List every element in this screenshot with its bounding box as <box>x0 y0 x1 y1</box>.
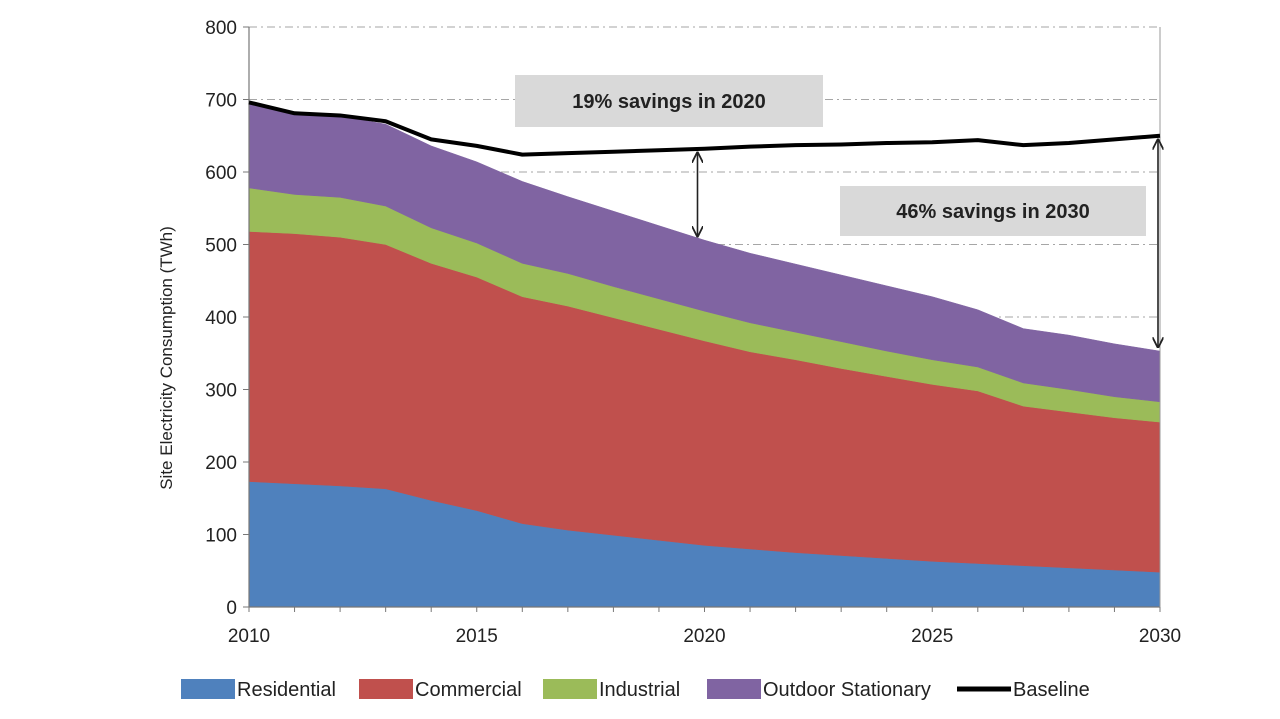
legend-label-industrial: Industrial <box>599 679 680 701</box>
legend: Residential Commercial Industrial Outdoor S… <box>181 679 1090 701</box>
y-tick-label-0: 0 <box>226 598 237 619</box>
x-tick-label-2025: 2025 <box>911 626 953 647</box>
x-tick-label-2020: 2020 <box>683 626 725 647</box>
y-tick-label-600: 600 <box>205 163 237 184</box>
annotation-box-2020 <box>515 75 823 127</box>
area-series <box>248 104 1161 608</box>
annotation-text-2020: 19% savings in 2020 <box>572 91 765 113</box>
annotation-text-2030: 46% savings in 2030 <box>896 201 1089 223</box>
y-tick-label-700: 700 <box>205 91 237 112</box>
annotations: 19% savings in 2020 46% savings in 2030 <box>515 75 1158 347</box>
x-tick-label-2030: 2030 <box>1139 626 1181 647</box>
legend-swatch-industrial <box>543 679 597 699</box>
legend-label-residential: Residential <box>237 679 336 701</box>
legend-swatch-outdoor-stationary <box>707 679 761 699</box>
annotation-box-2030 <box>840 186 1146 236</box>
y-axis-ticks: 0 100 200 300 400 500 600 700 800 <box>205 18 249 619</box>
legend-swatch-residential <box>181 679 235 699</box>
legend-swatch-commercial <box>359 679 413 699</box>
baseline-series <box>248 100 1161 157</box>
y-tick-label-800: 800 <box>205 18 237 39</box>
y-tick-label-200: 200 <box>205 453 237 474</box>
legend-label-commercial: Commercial <box>415 679 522 701</box>
y-tick-label-500: 500 <box>205 236 237 257</box>
y-tick-label-400: 400 <box>205 308 237 329</box>
x-axis-ticks: 2010 2015 2020 2025 2030 <box>228 607 1181 647</box>
baseline-line <box>248 100 1161 157</box>
y-axis-label: Site Electricity Consumption (TWh) <box>157 226 176 490</box>
y-tick-label-100: 100 <box>205 526 237 547</box>
x-tick-label-2015: 2015 <box>456 626 498 647</box>
y-tick-label-300: 300 <box>205 381 237 402</box>
x-tick-label-2010: 2010 <box>228 626 270 647</box>
legend-label-baseline: Baseline <box>1013 679 1090 701</box>
legend-label-outdoor-stationary: Outdoor Stationary <box>763 679 931 701</box>
